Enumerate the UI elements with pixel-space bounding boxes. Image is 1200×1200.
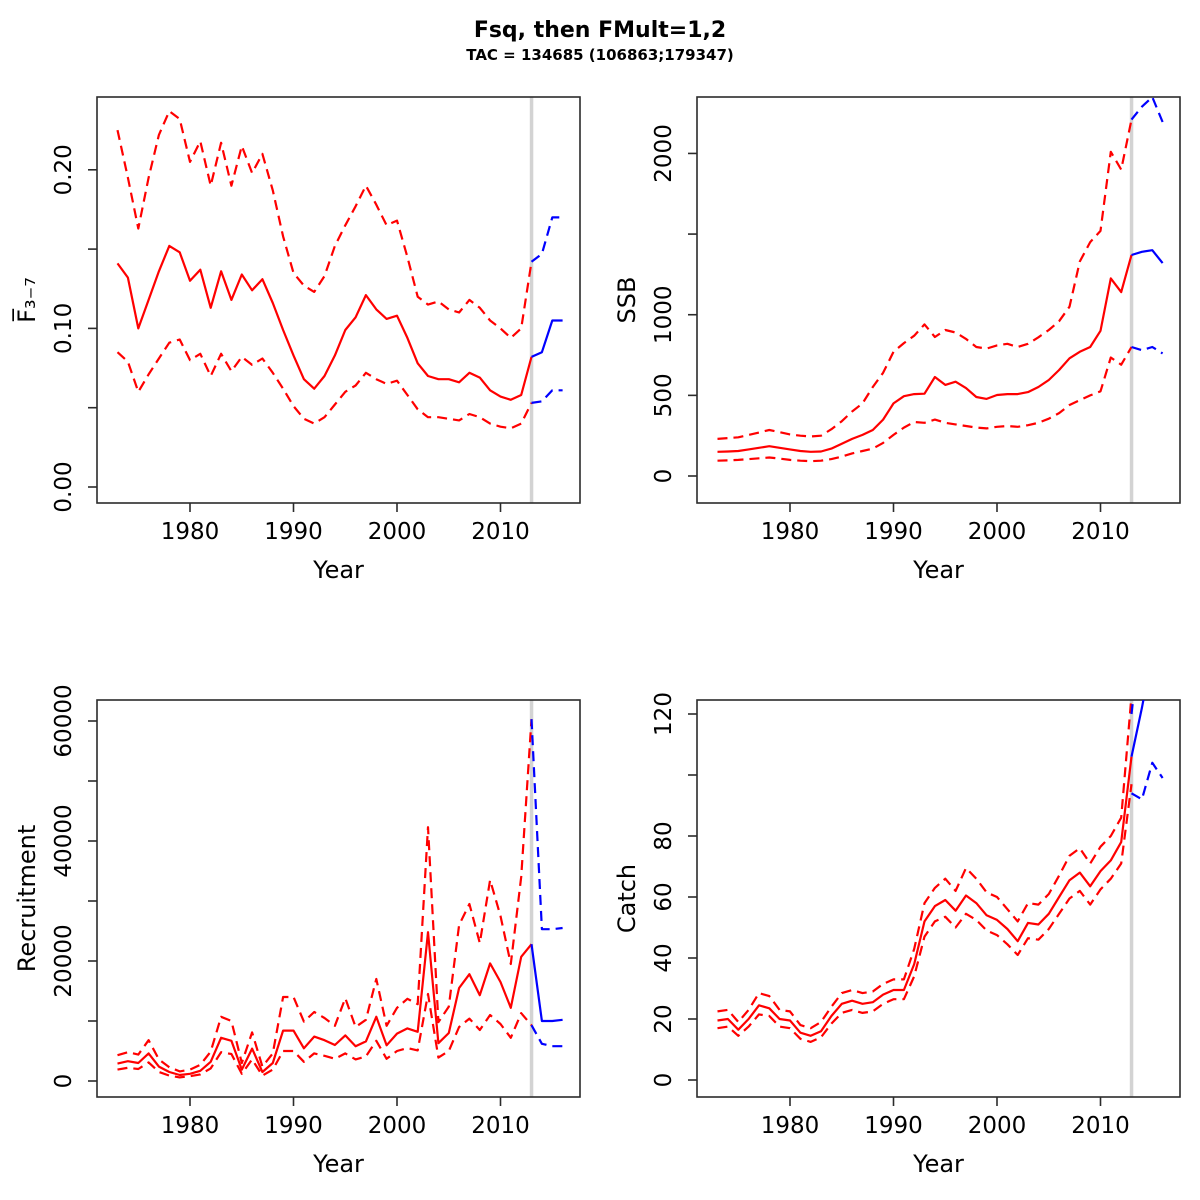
y-axis-title: F̅₃₋₇: [12, 277, 41, 323]
panel-ssb: 1980 1990 2000 2010 Year 0 500 1000 2000 SSB: [613, 96, 1181, 584]
y-tick-label: 2000: [651, 124, 677, 183]
panel-catch: 1980 1990 2000 2010 Year 0 20 40 60 80 120 Catch: [613, 692, 1181, 1178]
ci-upper-line-historical: [717, 119, 1133, 440]
ci-lower-line-historical: [116, 338, 533, 430]
y-tick-label: 40: [651, 943, 677, 972]
x-tick-label: 2010: [471, 519, 530, 545]
median-line-historical: [717, 254, 1133, 453]
y-axis-title: Catch: [613, 864, 641, 933]
y-tick-label: 0: [651, 1073, 677, 1088]
x-tick-label: 2010: [471, 1113, 530, 1139]
ci-upper-line-projection: [1130, 97, 1164, 123]
y-tick-label: 40000: [51, 804, 77, 877]
ci-upper-line-projection: [530, 719, 563, 931]
plot-box: [96, 96, 581, 504]
y-tick-label: 20000: [51, 924, 77, 997]
y-tick-label: 0: [651, 469, 677, 484]
y-tick-label: 60: [651, 882, 677, 911]
x-tick-label: 1990: [864, 519, 923, 545]
ci-upper-line-projection: [530, 216, 563, 263]
plot-box: [696, 96, 1181, 504]
plot-title: Fsq, then FMult=1,2: [473, 18, 727, 43]
y-tick-label: 60000: [51, 684, 77, 757]
plot-subtitle: TAC = 134685 (106863;179347): [466, 46, 734, 64]
ci-lower-line-projection: [531, 389, 563, 404]
plot-box: [96, 699, 581, 1098]
y-tick-label: 120: [651, 692, 677, 736]
x-tick-label: 1980: [761, 1113, 820, 1139]
x-tick-label: 2000: [968, 1113, 1027, 1139]
y-tick-label: 20: [651, 1004, 677, 1033]
x-tick-label: 1980: [161, 1113, 220, 1139]
x-tick-label: 2010: [1071, 1113, 1130, 1139]
x-tick-label: 2000: [368, 1113, 427, 1139]
y-tick-label: 0.10: [51, 303, 77, 354]
median-line-projection: [530, 944, 563, 1023]
y-axis-title: SSB: [613, 277, 641, 324]
median-line-historical: [717, 756, 1133, 1037]
y-tick-label: 0: [51, 1074, 77, 1089]
ci-lower-line-historical: [717, 346, 1133, 463]
median-line-historical: [117, 931, 533, 1077]
panel-fbar: 1980 1990 2000 2010 Year 0.00 0.10 0.20 F̅₃₋₇: [12, 96, 581, 584]
y-tick-label: 1000: [651, 285, 677, 344]
median-line-projection: [1130, 700, 1145, 757]
y-tick-label: 80: [651, 821, 677, 850]
ci-lower-line-projection: [1131, 345, 1164, 355]
x-axis-title: Year: [312, 556, 364, 584]
ci-lower-line-historical: [717, 784, 1133, 1044]
median-line-projection: [531, 319, 563, 358]
x-tick-label: 1990: [264, 519, 323, 545]
x-tick-label: 2000: [968, 519, 1027, 545]
ci-upper-line-historical: [116, 109, 533, 339]
panel-recruitment: 1980 1990 2000 2010 Year 0 20000 40000 60000 Recr…: [13, 684, 581, 1178]
ci-lower-line-historical: [117, 992, 533, 1079]
x-tick-label: 1980: [761, 519, 820, 545]
x-tick-label: 2010: [1071, 519, 1130, 545]
y-tick-label: 500: [651, 373, 677, 417]
x-tick-label: 1980: [161, 519, 220, 545]
x-axis-title: Year: [912, 1150, 964, 1178]
ci-upper-line-historical: [117, 719, 533, 1073]
y-tick-label: 0.00: [51, 461, 77, 512]
ci-lower-line-projection: [1130, 761, 1164, 801]
x-tick-label: 1990: [864, 1113, 923, 1139]
ci-lower-line-projection: [530, 1024, 563, 1048]
plot-box: [696, 699, 1181, 1098]
x-tick-label: 2000: [368, 519, 427, 545]
y-axis-title: Recruitment: [13, 825, 41, 972]
x-axis-title: Year: [912, 556, 964, 584]
x-tick-label: 1990: [264, 1113, 323, 1139]
median-line-projection: [1131, 249, 1164, 264]
ci-upper-line-historical: [717, 700, 1133, 1030]
median-line-historical: [116, 244, 533, 401]
x-axis-title: Year: [312, 1150, 364, 1178]
y-tick-label: 0.20: [51, 144, 77, 195]
